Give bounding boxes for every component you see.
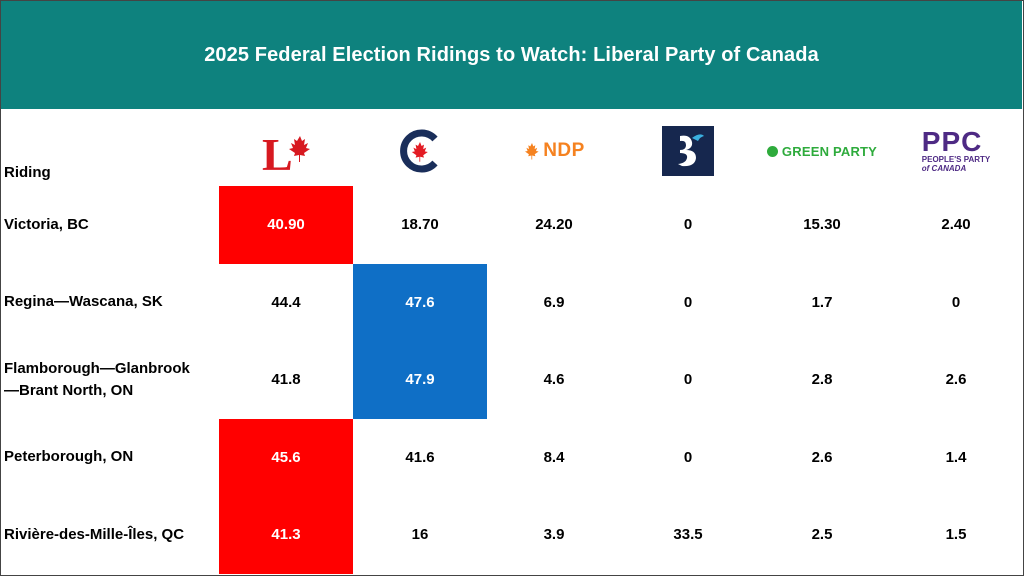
vote-share-cell: 0: [683, 371, 693, 389]
vote-share-cell: 1.4: [945, 448, 967, 466]
vote-share-cell: 47.9: [405, 371, 435, 389]
conservative-logo-icon: [353, 120, 487, 182]
title-banner: 2025 Federal Election Ridings to Watch: …: [1, 1, 1022, 109]
vote-share-cell: 2.8: [811, 371, 833, 389]
winner-highlight: [219, 186, 353, 264]
riding-column-header: Riding: [4, 164, 51, 181]
riding-name: Flamborough—Glanbrook —Brant North, ON: [4, 341, 190, 419]
winner-highlight: [353, 341, 487, 419]
vote-share-cell: 15.30: [803, 216, 841, 234]
vote-share-cell: 41.6: [405, 448, 435, 466]
green-logo-text: GREEN PARTY: [781, 143, 878, 159]
riding-name: Regina—Wascana, SK: [4, 264, 163, 342]
ndp-logo-icon: NDP: [487, 120, 621, 182]
riding-name-line: Victoria, BC: [4, 215, 89, 233]
ppc-logo-big: PPC: [921, 126, 983, 157]
riding-name-line: Regina—Wascana, SK: [4, 293, 163, 311]
vote-share-cell: 41.8: [271, 371, 301, 389]
vote-share-cell: 0: [951, 293, 961, 311]
vote-share-cell: 16: [411, 526, 429, 544]
vote-share-cell: 4.6: [543, 371, 565, 389]
vote-share-cell: 2.40: [941, 216, 971, 234]
riding-name-line: Peterborough, ON: [4, 448, 134, 466]
vote-share-cell: 41.3: [271, 526, 301, 544]
liberal-logo-letter: L: [262, 129, 293, 176]
riding-name-line: Flamborough—Glanbrook: [4, 359, 190, 377]
ppc-logo-icon: PPC PEOPLE'S PARTY of CANADA: [889, 120, 1023, 182]
vote-share-cell: 0: [683, 293, 693, 311]
ndp-logo-text: NDP: [543, 140, 585, 161]
chart-title: 2025 Federal Election Ridings to Watch: …: [204, 43, 819, 66]
ppc-logo-line2: of CANADA: [921, 164, 967, 173]
vote-share-cell: 1.7: [811, 293, 833, 311]
vote-share-cell: 33.5: [673, 526, 703, 544]
bloc-logo-icon: [621, 120, 755, 182]
vote-share-cell: 6.9: [543, 293, 565, 311]
riding-name-line: Rivière-des-Mille-Îles, QC: [4, 525, 185, 543]
winner-highlight: [219, 496, 353, 574]
vote-share-cell: 24.20: [535, 216, 573, 234]
vote-share-cell: 8.4: [543, 448, 565, 466]
vote-share-cell: 45.6: [271, 448, 301, 466]
green-logo-icon: GREEN PARTY: [755, 120, 889, 182]
vote-share-cell: 2.5: [811, 526, 833, 544]
vote-share-cell: 47.6: [405, 293, 435, 311]
vote-share-cell: 40.90: [267, 216, 305, 234]
liberal-logo-icon: L: [219, 120, 353, 182]
vote-share-cell: 3.9: [543, 526, 565, 544]
winner-highlight: [353, 263, 487, 341]
riding-name: Peterborough, ON: [4, 419, 133, 497]
ppc-logo-line1: PEOPLE'S PARTY: [921, 155, 991, 164]
riding-name: Victoria, BC: [4, 186, 89, 264]
riding-name-line: —Brant North, ON: [4, 381, 134, 399]
vote-share-cell: 0: [683, 448, 693, 466]
green-dot-icon: [766, 145, 778, 157]
vote-share-cell: 2.6: [945, 371, 967, 389]
winner-highlight: [219, 418, 353, 496]
vote-share-cell: 18.70: [401, 216, 439, 234]
vote-share-cell: 0: [683, 216, 693, 234]
vote-share-cell: 2.6: [811, 448, 833, 466]
riding-name: Rivière-des-Mille-Îles, QC: [4, 496, 184, 574]
vote-share-cell: 44.4: [271, 293, 301, 311]
vote-share-cell: 1.5: [945, 526, 967, 544]
